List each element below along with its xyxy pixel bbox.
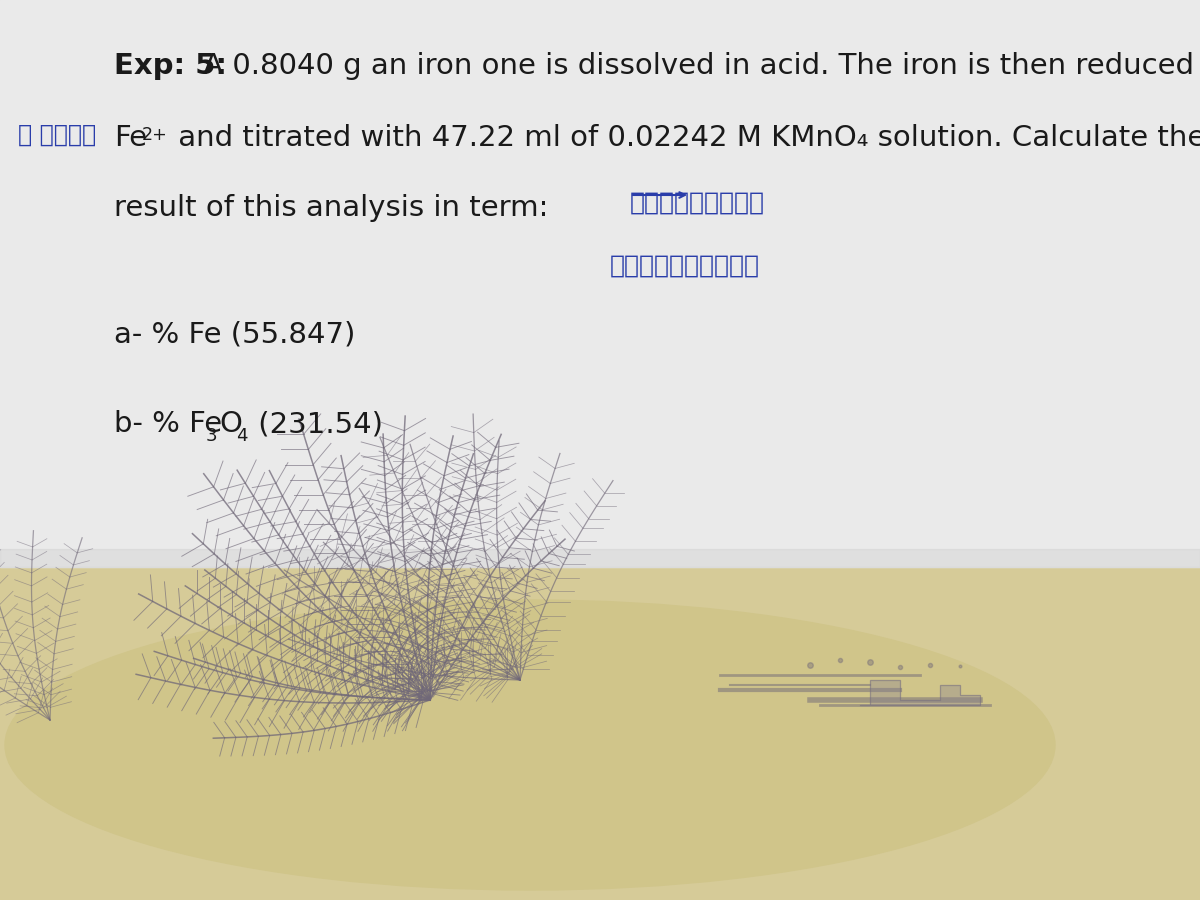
Text: 4: 4 [236,427,247,445]
Bar [0,0,1200,567]
Text: ا فريد: ا فريد [18,123,96,147]
Text: and titrated with 47.22 ml of 0.02242 M KMnO₄ solution. Calculate the: and titrated with 47.22 ml of 0.02242 M … [169,124,1200,152]
Text: result of this analysis in term:: result of this analysis in term: [114,194,548,222]
Text: Exp: 5:: Exp: 5: [114,52,227,80]
Text: البوتاسيوم: البوتاسيوم [610,254,760,278]
Text: 2+: 2+ [142,126,168,144]
Bar [0,549,1200,567]
Text: 3: 3 [206,427,217,445]
Bar [0,567,1200,900]
Text: بيرمنغنات: بيرمنغنات [630,191,766,215]
Text: (231.54): (231.54) [250,410,383,438]
Text: Fe: Fe [114,124,148,152]
Ellipse shape [5,600,1055,890]
Text: O: O [220,410,242,438]
Text: A 0.8040 g an iron one is dissolved in acid. The iron is then reduced: A 0.8040 g an iron one is dissolved in a… [194,52,1194,80]
Polygon shape [860,680,980,705]
Text: b- % Fe: b- % Fe [114,410,222,438]
Text: a- % Fe (55.847): a- % Fe (55.847) [114,320,355,348]
